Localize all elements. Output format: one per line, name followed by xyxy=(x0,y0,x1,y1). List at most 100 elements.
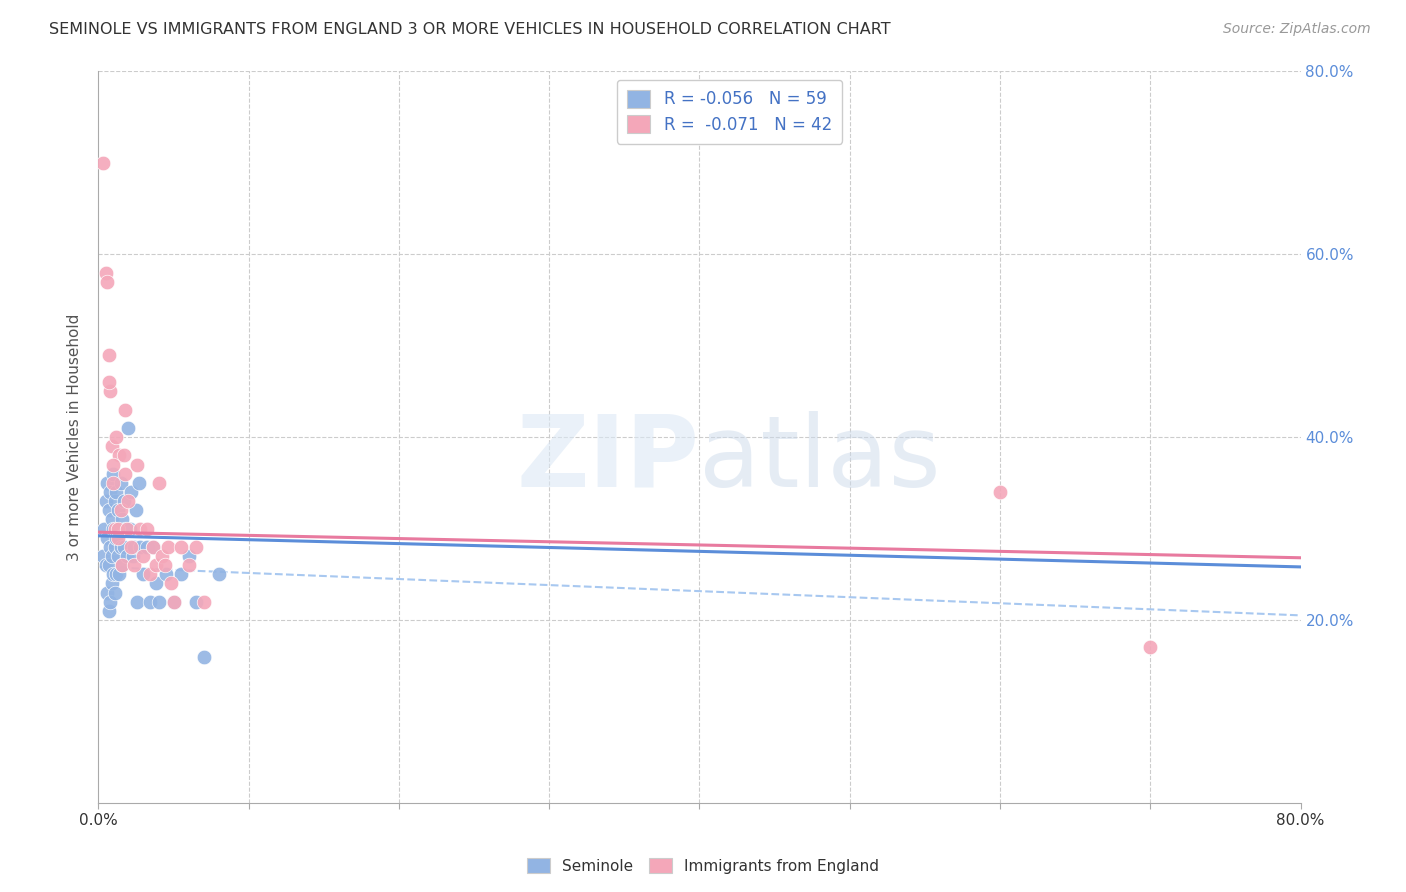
Point xyxy=(105,430,128,444)
Point xyxy=(93,521,115,535)
Point xyxy=(138,567,160,582)
Point xyxy=(97,348,120,362)
Point xyxy=(108,567,131,582)
Point xyxy=(208,567,231,582)
Point xyxy=(114,467,136,481)
Point xyxy=(170,540,193,554)
Point xyxy=(115,521,138,535)
Point xyxy=(96,475,118,490)
Point xyxy=(129,540,152,554)
Point xyxy=(118,521,141,535)
Point xyxy=(100,540,122,554)
Point xyxy=(97,604,120,618)
Point xyxy=(145,558,167,573)
Point xyxy=(127,458,149,472)
Point xyxy=(107,531,129,545)
Point xyxy=(101,512,124,526)
Point xyxy=(103,458,125,472)
Point xyxy=(94,558,117,573)
Point xyxy=(105,531,128,545)
Point xyxy=(96,585,118,599)
Point xyxy=(101,576,124,591)
Point xyxy=(112,494,135,508)
Point xyxy=(110,475,132,490)
Point xyxy=(100,594,122,608)
Point xyxy=(124,558,146,573)
Point xyxy=(107,521,129,535)
Point xyxy=(104,585,127,599)
Point xyxy=(132,567,155,582)
Point xyxy=(125,503,148,517)
Point xyxy=(153,558,176,573)
Point xyxy=(108,521,131,535)
Point xyxy=(124,540,146,554)
Point xyxy=(97,558,120,573)
Point xyxy=(141,540,163,554)
Point xyxy=(184,594,207,608)
Point xyxy=(170,567,193,582)
Point xyxy=(132,549,155,563)
Point xyxy=(159,576,181,591)
Point xyxy=(193,594,215,608)
Point xyxy=(162,594,184,608)
Point xyxy=(100,384,122,399)
Point xyxy=(107,549,129,563)
Legend: R = -0.056   N = 59, R =  -0.071   N = 42: R = -0.056 N = 59, R = -0.071 N = 42 xyxy=(617,79,842,144)
Point xyxy=(105,567,128,582)
Point xyxy=(155,567,177,582)
Point xyxy=(97,503,120,517)
Point xyxy=(91,156,114,170)
Point xyxy=(107,503,129,517)
Point xyxy=(135,540,157,554)
Point xyxy=(110,503,132,517)
Point xyxy=(111,558,134,573)
Point xyxy=(91,549,114,563)
Point xyxy=(94,494,117,508)
Text: SEMINOLE VS IMMIGRANTS FROM ENGLAND 3 OR MORE VEHICLES IN HOUSEHOLD CORRELATION : SEMINOLE VS IMMIGRANTS FROM ENGLAND 3 OR… xyxy=(49,22,891,37)
Point xyxy=(193,649,215,664)
Point xyxy=(114,402,136,417)
Text: ZIP: ZIP xyxy=(516,410,700,508)
Text: Source: ZipAtlas.com: Source: ZipAtlas.com xyxy=(1223,22,1371,37)
Point xyxy=(162,594,184,608)
Text: atlas: atlas xyxy=(700,410,941,508)
Point xyxy=(115,549,138,563)
Point xyxy=(141,540,163,554)
Point xyxy=(117,494,139,508)
Point xyxy=(101,549,124,563)
Point xyxy=(104,521,127,535)
Point xyxy=(117,421,139,435)
Point xyxy=(184,540,207,554)
Point xyxy=(103,521,125,535)
Point xyxy=(101,439,124,453)
Point xyxy=(121,485,143,500)
Point xyxy=(112,449,135,463)
Point xyxy=(105,485,128,500)
Point xyxy=(104,494,127,508)
Point xyxy=(156,540,179,554)
Point xyxy=(103,567,125,582)
Y-axis label: 3 or more Vehicles in Household: 3 or more Vehicles in Household xyxy=(67,313,83,561)
Point xyxy=(104,540,127,554)
Point xyxy=(96,275,118,289)
Point xyxy=(96,531,118,545)
Point xyxy=(177,558,200,573)
Point xyxy=(121,540,143,554)
Point xyxy=(138,594,160,608)
Point xyxy=(122,549,145,563)
Point xyxy=(114,521,136,535)
Point xyxy=(103,475,125,490)
Point xyxy=(97,376,120,390)
Point xyxy=(988,485,1011,500)
Point xyxy=(111,558,134,573)
Point xyxy=(135,521,157,535)
Point xyxy=(103,467,125,481)
Point xyxy=(111,512,134,526)
Point xyxy=(145,576,167,591)
Point xyxy=(127,594,149,608)
Point xyxy=(94,266,117,280)
Point xyxy=(129,521,152,535)
Point xyxy=(148,475,170,490)
Legend: Seminole, Immigrants from England: Seminole, Immigrants from England xyxy=(522,852,884,880)
Point xyxy=(177,549,200,563)
